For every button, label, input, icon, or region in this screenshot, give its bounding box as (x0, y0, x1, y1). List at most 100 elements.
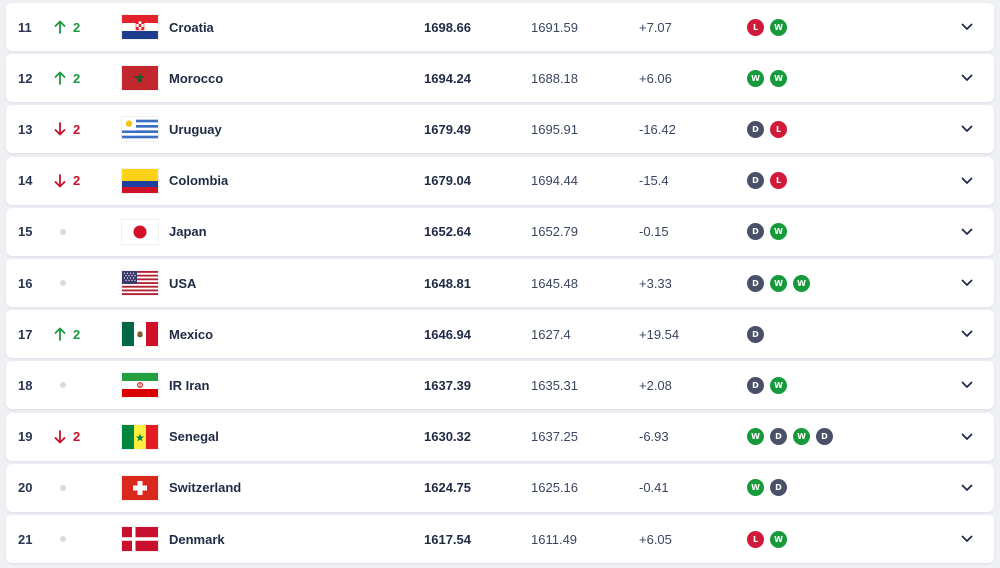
team-name[interactable]: IR Iran (169, 377, 210, 393)
chevron-down-icon (961, 125, 973, 133)
chevron-down-icon (961, 279, 973, 286)
previous-points: 1695.91 (531, 121, 578, 137)
rank-change-up: 2 (54, 310, 94, 358)
team-name[interactable]: Japan (169, 224, 207, 240)
expand-row-button[interactable] (958, 208, 976, 256)
previous-points: 1611.49 (531, 531, 578, 547)
chevron-down-icon (961, 23, 973, 30)
expand-row-button[interactable] (958, 361, 976, 409)
form-badge: W (793, 274, 810, 292)
morocco-flag (122, 54, 158, 102)
previous-points: 1688.18 (531, 70, 578, 86)
points-difference: +6.05 (639, 531, 672, 547)
form-badge: W (770, 223, 787, 241)
rank-change-down: 2 (54, 157, 94, 205)
team-name[interactable]: Uruguay (169, 121, 222, 137)
chevron-down-icon (961, 228, 973, 235)
arrow-up-icon (54, 327, 66, 342)
form-badge: L (770, 172, 787, 190)
points-difference: +3.33 (639, 275, 672, 291)
total-points: 1637.39 (424, 377, 471, 393)
previous-points: 1694.44 (531, 173, 578, 189)
points-difference: -0.15 (639, 224, 669, 240)
no-change-dot-icon (60, 484, 66, 491)
rank-number: 21 (18, 531, 33, 547)
rank-change-none (54, 259, 94, 307)
total-points: 1698.66 (424, 19, 471, 35)
team-name[interactable]: Morocco (169, 70, 224, 86)
expand-row-button[interactable] (958, 54, 976, 102)
team-name[interactable]: Switzerland (169, 480, 242, 496)
total-points: 1679.49 (424, 121, 471, 137)
points-difference: +6.06 (639, 70, 672, 86)
rank-number: 15 (18, 224, 33, 240)
team-name[interactable]: Mexico (169, 326, 214, 342)
total-points: 1624.75 (424, 480, 471, 496)
expand-row-button[interactable] (958, 3, 976, 51)
points-difference: +19.54 (639, 326, 680, 342)
team-name[interactable]: Colombia (169, 173, 229, 189)
recent-form: D (747, 310, 947, 358)
expand-row-button[interactable] (958, 464, 976, 512)
team-name[interactable]: Denmark (169, 531, 225, 547)
expand-row-button[interactable] (958, 259, 976, 307)
no-change-dot-icon (60, 382, 66, 389)
expand-row-button[interactable] (958, 310, 976, 358)
rank-number: 19 (18, 429, 33, 445)
expand-row-button[interactable] (958, 515, 976, 563)
team-name[interactable]: USA (169, 275, 197, 291)
chevron-down-icon (961, 484, 973, 491)
japan-flag (122, 208, 158, 256)
denmark-flag (122, 515, 158, 563)
previous-points: 1627.4 (531, 326, 571, 342)
previous-points: 1637.25 (531, 429, 578, 445)
ranking-row-mexico[interactable]: 17 2 Mexico 1646.94 1627.4 +19.54 D (6, 310, 994, 359)
senegal-flag (122, 413, 158, 461)
arrow-up-icon (54, 71, 66, 86)
arrow-down-icon (54, 173, 66, 187)
points-difference: -15.4 (639, 173, 669, 189)
rank-number: 13 (18, 121, 33, 137)
rank-number: 20 (18, 480, 33, 496)
form-badge: L (747, 18, 764, 36)
arrow-down-icon (54, 429, 66, 443)
form-badge: W (770, 69, 787, 87)
total-points: 1679.04 (424, 173, 471, 189)
form-badge: D (747, 172, 764, 190)
expand-row-button[interactable] (958, 157, 976, 205)
form-badge: D (747, 376, 764, 394)
chevron-down-icon (961, 535, 973, 542)
previous-points: 1652.79 (531, 224, 578, 240)
rank-number: 18 (18, 377, 33, 393)
expand-row-button[interactable] (958, 105, 976, 153)
form-badge: W (747, 69, 764, 87)
team-name[interactable]: Senegal (169, 429, 219, 445)
rank-change-down: 2 (54, 105, 94, 153)
total-points: 1630.32 (424, 429, 471, 445)
form-badge: D (816, 428, 833, 446)
rank-change-none (54, 208, 94, 256)
team-name[interactable]: Croatia (169, 19, 214, 35)
expand-row-button[interactable] (958, 413, 976, 461)
no-change-dot-icon (60, 228, 66, 235)
chevron-down-icon (961, 433, 973, 440)
rank-change-amount: 2 (73, 326, 81, 342)
rank-number: 17 (18, 326, 33, 342)
previous-points: 1625.16 (531, 480, 578, 496)
chevron-down-icon (961, 330, 973, 338)
rank-change-amount: 2 (73, 173, 81, 189)
form-badge: W (770, 274, 787, 292)
